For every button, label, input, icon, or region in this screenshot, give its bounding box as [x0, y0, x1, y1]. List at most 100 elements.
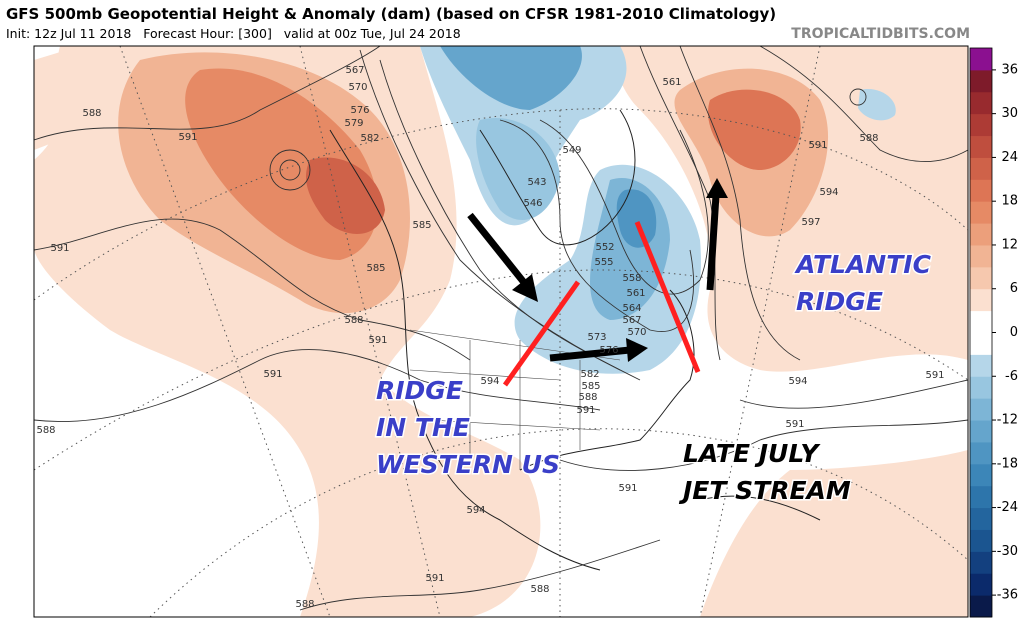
colorbar-tick-label: 36 — [1001, 62, 1018, 77]
contour-label: 591 — [785, 419, 804, 430]
colorbar-band — [970, 529, 992, 552]
colorbar-band — [970, 332, 992, 355]
contour-label: 567 — [622, 315, 641, 326]
anomaly-area — [440, 46, 582, 110]
contour-label: 573 — [587, 332, 606, 343]
contour-label: 582 — [580, 369, 599, 380]
annotation: JET STREAM — [678, 476, 851, 505]
colorbar-band — [970, 420, 992, 443]
contour-label: 591 — [50, 243, 69, 254]
contour-label: 588 — [578, 392, 597, 403]
contour-label: 588 — [530, 584, 549, 595]
colorbar-tick-label: -36 — [997, 588, 1018, 603]
map-frame — [33, 45, 969, 618]
contour-label: 591 — [178, 132, 197, 143]
contour-label: 555 — [594, 257, 613, 268]
colorbar-band — [970, 201, 992, 224]
contour-label: 594 — [788, 376, 807, 387]
colorbar-band — [970, 485, 992, 509]
contour-label: 597 — [801, 217, 820, 228]
colorbar-band — [970, 376, 992, 399]
contour-label: 576 — [599, 345, 618, 356]
colorbar-band — [970, 91, 992, 115]
contour-label: 585 — [581, 381, 600, 392]
colorbar-band — [970, 266, 992, 290]
colorbar-tick-label: 30 — [1001, 106, 1018, 121]
colorbar-band — [970, 157, 992, 180]
contour-label: 588 — [344, 315, 363, 326]
contour-label: 594 — [480, 376, 499, 387]
colorbar-tick-label: -24 — [997, 500, 1018, 515]
contour-label: 588 — [295, 599, 314, 610]
colorbar-band — [970, 441, 992, 465]
annotation: IN THE — [376, 413, 470, 442]
contour-label: 543 — [527, 177, 546, 188]
contour-label: 582 — [360, 133, 379, 144]
colorbar-tick-label: 12 — [1001, 237, 1018, 252]
contour-label: 558 — [622, 273, 641, 284]
colorbar-band — [970, 551, 992, 574]
contour-label: 591 — [368, 335, 387, 346]
colorbar-tick-label: 0 — [1010, 325, 1018, 340]
contour-label: 594 — [819, 187, 838, 198]
contour-label: 576 — [350, 105, 369, 116]
colorbar-band — [970, 223, 992, 246]
annotation: WESTERN US — [376, 450, 560, 479]
colorbar-band — [970, 244, 992, 268]
contour-label: 591 — [925, 370, 944, 381]
subtitle: Init: 12z Jul 11 2018 Forecast Hour: [30… — [6, 26, 461, 41]
contours — [34, 46, 968, 611]
contour-label: 570 — [627, 327, 646, 338]
colorbar-tick-label: -18 — [997, 456, 1018, 471]
colorbar-band — [970, 595, 992, 618]
colorbar-band — [970, 463, 992, 487]
colorbar-tick-label: 24 — [1001, 150, 1018, 165]
title: GFS 500mb Geopotential Height & Anomaly … — [6, 5, 776, 23]
colorbar-band — [970, 69, 992, 93]
contour-label: 591 — [425, 573, 444, 584]
anomaly-area — [305, 157, 385, 234]
contour-label: 552 — [595, 242, 614, 253]
contour-label: 585 — [412, 220, 431, 231]
colorbar-tick-label: -30 — [997, 544, 1018, 559]
contour-label: 564 — [622, 303, 641, 314]
annotation: LATE JULY — [683, 439, 821, 468]
anomaly-area — [708, 89, 801, 170]
contour-label: 591 — [808, 140, 827, 151]
colorbar-band — [970, 48, 992, 71]
colorbar-band — [970, 507, 992, 530]
contour-label: 594 — [466, 505, 485, 516]
colorbar-band — [970, 113, 992, 137]
annotation: ATLANTIC — [794, 250, 932, 279]
colorbar-band — [970, 310, 992, 333]
contour-label: 561 — [662, 77, 681, 88]
colorbar-band — [970, 354, 992, 377]
contour-labels: 5675705765795825855855885915915885915945… — [36, 65, 944, 610]
colorbar-tick-label: -6 — [1005, 369, 1018, 384]
contour-label: 579 — [344, 118, 363, 129]
colorbar-tick-label: 6 — [1010, 281, 1018, 296]
source: TROPICALTIDBITS.COM — [791, 26, 970, 42]
contour-label: 546 — [523, 198, 542, 209]
contour-label: 591 — [576, 405, 595, 416]
contour-label: 591 — [618, 483, 637, 494]
anomaly-area — [700, 450, 968, 617]
contour-label: 588 — [859, 133, 878, 144]
colorbar-band — [970, 398, 992, 421]
colorbar-tick-label: -12 — [997, 413, 1018, 428]
contour-label: 585 — [366, 263, 385, 274]
coastlines — [329, 109, 821, 571]
colorbar-band — [970, 135, 992, 158]
contour-label: 588 — [82, 108, 101, 119]
contour-label: 561 — [626, 288, 645, 299]
annotation: RIDGE — [796, 287, 883, 316]
colorbar-band — [970, 573, 992, 596]
annotation: RIDGE — [376, 376, 463, 405]
contour-label: 588 — [36, 425, 55, 436]
colorbar: 36 30 24 18 12 6 0 -6 -12 -18 -24 -30 -36 — [969, 47, 1018, 618]
anomaly-area — [476, 118, 560, 220]
colorbar-band — [970, 179, 992, 202]
colorbar-band — [970, 288, 992, 312]
anomaly-area — [616, 189, 657, 248]
